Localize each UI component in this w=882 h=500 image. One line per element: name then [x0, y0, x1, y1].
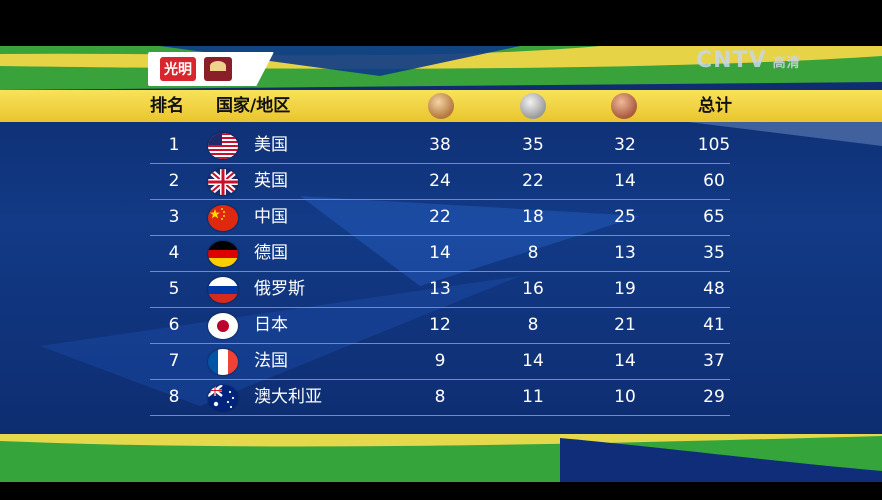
gold-cell: 14	[429, 243, 451, 263]
country-cell: 日本	[254, 315, 288, 335]
country-cell: 澳大利亚	[254, 387, 322, 407]
channel-watermark: CNTV 高清	[696, 48, 801, 73]
rus-flag-icon	[208, 277, 238, 303]
gold-cell: 38	[429, 135, 451, 155]
channel-name: CNTV	[696, 48, 767, 73]
gold-cell: 9	[434, 351, 446, 371]
total-cell: 105	[697, 135, 731, 155]
rank-cell: 3	[168, 207, 180, 227]
table-row: 1 美国 38 35 32 105	[150, 128, 730, 164]
silver-medal-icon	[520, 93, 546, 119]
sponsor-brand: 光明	[160, 57, 196, 81]
header-country: 国家/地区	[216, 96, 291, 116]
fra-flag-icon	[208, 349, 238, 375]
total-cell: 35	[703, 243, 725, 263]
country-cell: 德国	[254, 243, 288, 263]
background-art	[0, 46, 882, 482]
bronze-cell: 13	[614, 243, 636, 263]
bronze-cell: 32	[614, 135, 636, 155]
bronze-cell: 25	[614, 207, 636, 227]
bronze-cell: 19	[614, 279, 636, 299]
usa-flag-icon	[208, 133, 238, 159]
rank-cell: 6	[168, 315, 180, 335]
silver-cell: 11	[522, 387, 544, 407]
sponsor-badge-icon	[204, 57, 232, 81]
silver-cell: 35	[522, 135, 544, 155]
rank-cell: 5	[168, 279, 180, 299]
gold-cell: 8	[434, 387, 446, 407]
table-header: 排名 国家/地区 总计	[0, 90, 882, 122]
jpn-flag-icon	[208, 313, 238, 339]
rank-cell: 7	[168, 351, 180, 371]
total-cell: 41	[703, 315, 725, 335]
gbr-flag-icon	[208, 169, 238, 195]
gold-cell: 24	[429, 171, 451, 191]
silver-cell: 8	[527, 315, 539, 335]
table-row: 5 俄罗斯 13 16 19 48	[150, 272, 730, 308]
gold-cell: 22	[429, 207, 451, 227]
table-row: 7 法国 9 14 14 37	[150, 344, 730, 380]
sponsor-logo: 光明	[148, 52, 274, 86]
bottom-letterbox	[0, 482, 882, 500]
table-row: 6 日本 12 8 21 41	[150, 308, 730, 344]
gold-medal-icon	[428, 93, 454, 119]
country-cell: 美国	[254, 135, 288, 155]
bronze-cell: 10	[614, 387, 636, 407]
gold-cell: 13	[429, 279, 451, 299]
bronze-cell: 14	[614, 171, 636, 191]
top-letterbox	[0, 0, 882, 46]
country-cell: 法国	[254, 351, 288, 371]
silver-cell: 14	[522, 351, 544, 371]
header-total: 总计	[698, 96, 732, 116]
country-cell: 英国	[254, 171, 288, 191]
country-cell: 俄罗斯	[254, 279, 305, 299]
total-cell: 29	[703, 387, 725, 407]
total-cell: 65	[703, 207, 725, 227]
bronze-cell: 14	[614, 351, 636, 371]
rank-cell: 8	[168, 387, 180, 407]
ger-flag-icon	[208, 241, 238, 267]
silver-cell: 22	[522, 171, 544, 191]
silver-cell: 16	[522, 279, 544, 299]
header-rank: 排名	[150, 96, 184, 116]
silver-cell: 8	[527, 243, 539, 263]
total-cell: 60	[703, 171, 725, 191]
chn-flag-icon	[208, 205, 238, 231]
rank-cell: 1	[168, 135, 180, 155]
rank-cell: 2	[168, 171, 180, 191]
table-row: 3 中国 22 18 25 65	[150, 200, 730, 236]
gold-cell: 12	[429, 315, 451, 335]
table-row: 8 澳大利亚 8 11 10 29	[150, 380, 730, 416]
aus-flag-icon	[208, 385, 238, 411]
channel-tag: 高清	[772, 56, 801, 71]
total-cell: 48	[703, 279, 725, 299]
bronze-cell: 21	[614, 315, 636, 335]
table-row: 2 英国 24 22 14 60	[150, 164, 730, 200]
bronze-medal-icon	[611, 93, 637, 119]
rank-cell: 4	[168, 243, 180, 263]
table-row: 4 德国 14 8 13 35	[150, 236, 730, 272]
total-cell: 37	[703, 351, 725, 371]
country-cell: 中国	[254, 207, 288, 227]
silver-cell: 18	[522, 207, 544, 227]
